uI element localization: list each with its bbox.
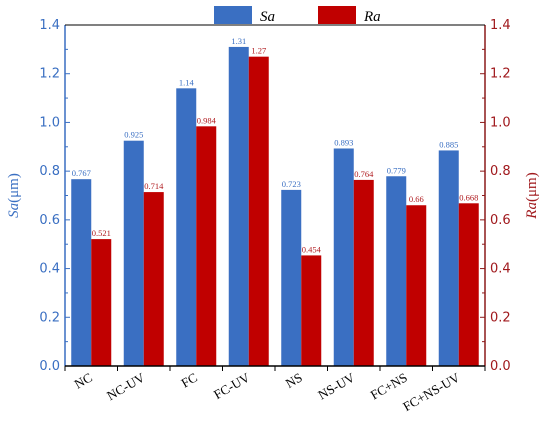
bar-sa-ns xyxy=(281,189,302,366)
bar-sa-fc-ns-uv xyxy=(438,150,459,366)
value-label-sa: 0.885 xyxy=(439,139,458,149)
bar-ra-nc-uv xyxy=(143,192,164,366)
left-y-tick-label: 0.6 xyxy=(39,213,60,228)
value-label-ra: 0.764 xyxy=(354,169,374,179)
right-y-tick-label: 1.2 xyxy=(490,67,511,82)
bar-ra-nc xyxy=(91,239,112,366)
category-label: FC+NS-UV xyxy=(400,369,463,414)
category-label: NC xyxy=(72,370,95,392)
tick-layer: 0.0 0.0 0.2 0.2 0.4 0.4 0.6 0.6 0.8 0.8 1.0 1.0 1.2 1… xyxy=(39,18,510,374)
right-y-tick-label: 1.4 xyxy=(490,18,511,33)
legend-swatch-ra xyxy=(318,6,356,24)
left-y-tick-label: 0.8 xyxy=(39,164,60,179)
category-label: NC-UV xyxy=(104,369,148,403)
value-label-sa: 1.31 xyxy=(231,36,246,46)
axes-layer: Sa(μm)Ra(μm) xyxy=(6,24,540,371)
right-y-tick-label: 0.4 xyxy=(490,262,511,277)
left-y-tick-label: 1.2 xyxy=(39,67,60,82)
right-y-tick-label: 1.0 xyxy=(490,115,511,130)
value-label-ra: 0.984 xyxy=(197,115,217,125)
left-y-tick-label: 0.4 xyxy=(39,262,60,277)
bar-sa-nc xyxy=(71,179,92,366)
value-label-ra: 0.454 xyxy=(302,244,322,254)
left-y-tick-label: 0.0 xyxy=(39,359,60,374)
left-y-axis-title: Sa(μm) xyxy=(6,173,22,218)
bar-sa-fc xyxy=(176,88,197,366)
bar-ra-fc-ns-uv xyxy=(458,203,479,366)
bar-ra-ns xyxy=(301,255,322,366)
value-label-sa: 1.14 xyxy=(179,77,195,87)
value-label-ra: 0.521 xyxy=(92,228,111,238)
value-label-sa: 0.779 xyxy=(387,165,406,175)
bar-ra-fc-ns xyxy=(406,205,427,366)
legend: Sa Ra xyxy=(214,6,381,25)
value-label-ra: 0.668 xyxy=(459,192,478,202)
left-y-axis-title-unit: (μm) xyxy=(6,173,22,203)
value-label-sa: 0.925 xyxy=(124,130,143,140)
bars-layer xyxy=(71,46,479,367)
right-y-tick-label: 0.6 xyxy=(490,213,511,228)
left-y-axis-title-symbol: Sa xyxy=(6,203,22,218)
bar-sa-ns-uv xyxy=(333,148,354,366)
value-label-sa: 0.767 xyxy=(72,168,91,178)
right-y-axis-title-symbol: Ra xyxy=(524,202,540,220)
bar-sa-fc-ns xyxy=(386,176,407,366)
category-label: FC xyxy=(178,370,199,391)
left-y-tick-label: 1.4 xyxy=(39,18,60,33)
value-label-ra: 0.66 xyxy=(409,194,424,204)
bar-ra-fc xyxy=(196,126,217,366)
bar-ra-ns-uv xyxy=(353,179,374,366)
category-label: NS-UV xyxy=(315,369,357,402)
value-label-sa: 0.723 xyxy=(282,179,301,189)
right-y-axis-title-unit: (μm) xyxy=(524,172,540,202)
category-label: FC-UV xyxy=(211,369,253,402)
value-label-ra: 0.714 xyxy=(144,181,164,191)
right-y-tick-label: 0.0 xyxy=(490,359,511,374)
right-y-tick-label: 0.2 xyxy=(490,310,511,325)
category-label: FC+NS xyxy=(368,370,410,403)
right-y-tick-label: 0.8 xyxy=(490,164,511,179)
left-y-tick-label: 0.2 xyxy=(39,310,60,325)
left-y-tick-label: 1.0 xyxy=(39,115,60,130)
legend-swatch-sa xyxy=(214,6,252,24)
legend-label-ra: Ra xyxy=(363,9,381,25)
right-y-axis-title: Ra(μm) xyxy=(524,172,540,219)
value-label-ra: 1.27 xyxy=(251,46,266,56)
value-label-sa: 0.893 xyxy=(334,137,353,147)
bar-sa-fc-uv xyxy=(228,46,249,367)
category-label: NS xyxy=(283,370,305,391)
bar-sa-nc-uv xyxy=(123,140,144,366)
bar-ra-fc-uv xyxy=(248,56,269,367)
legend-label-sa: Sa xyxy=(260,9,275,25)
